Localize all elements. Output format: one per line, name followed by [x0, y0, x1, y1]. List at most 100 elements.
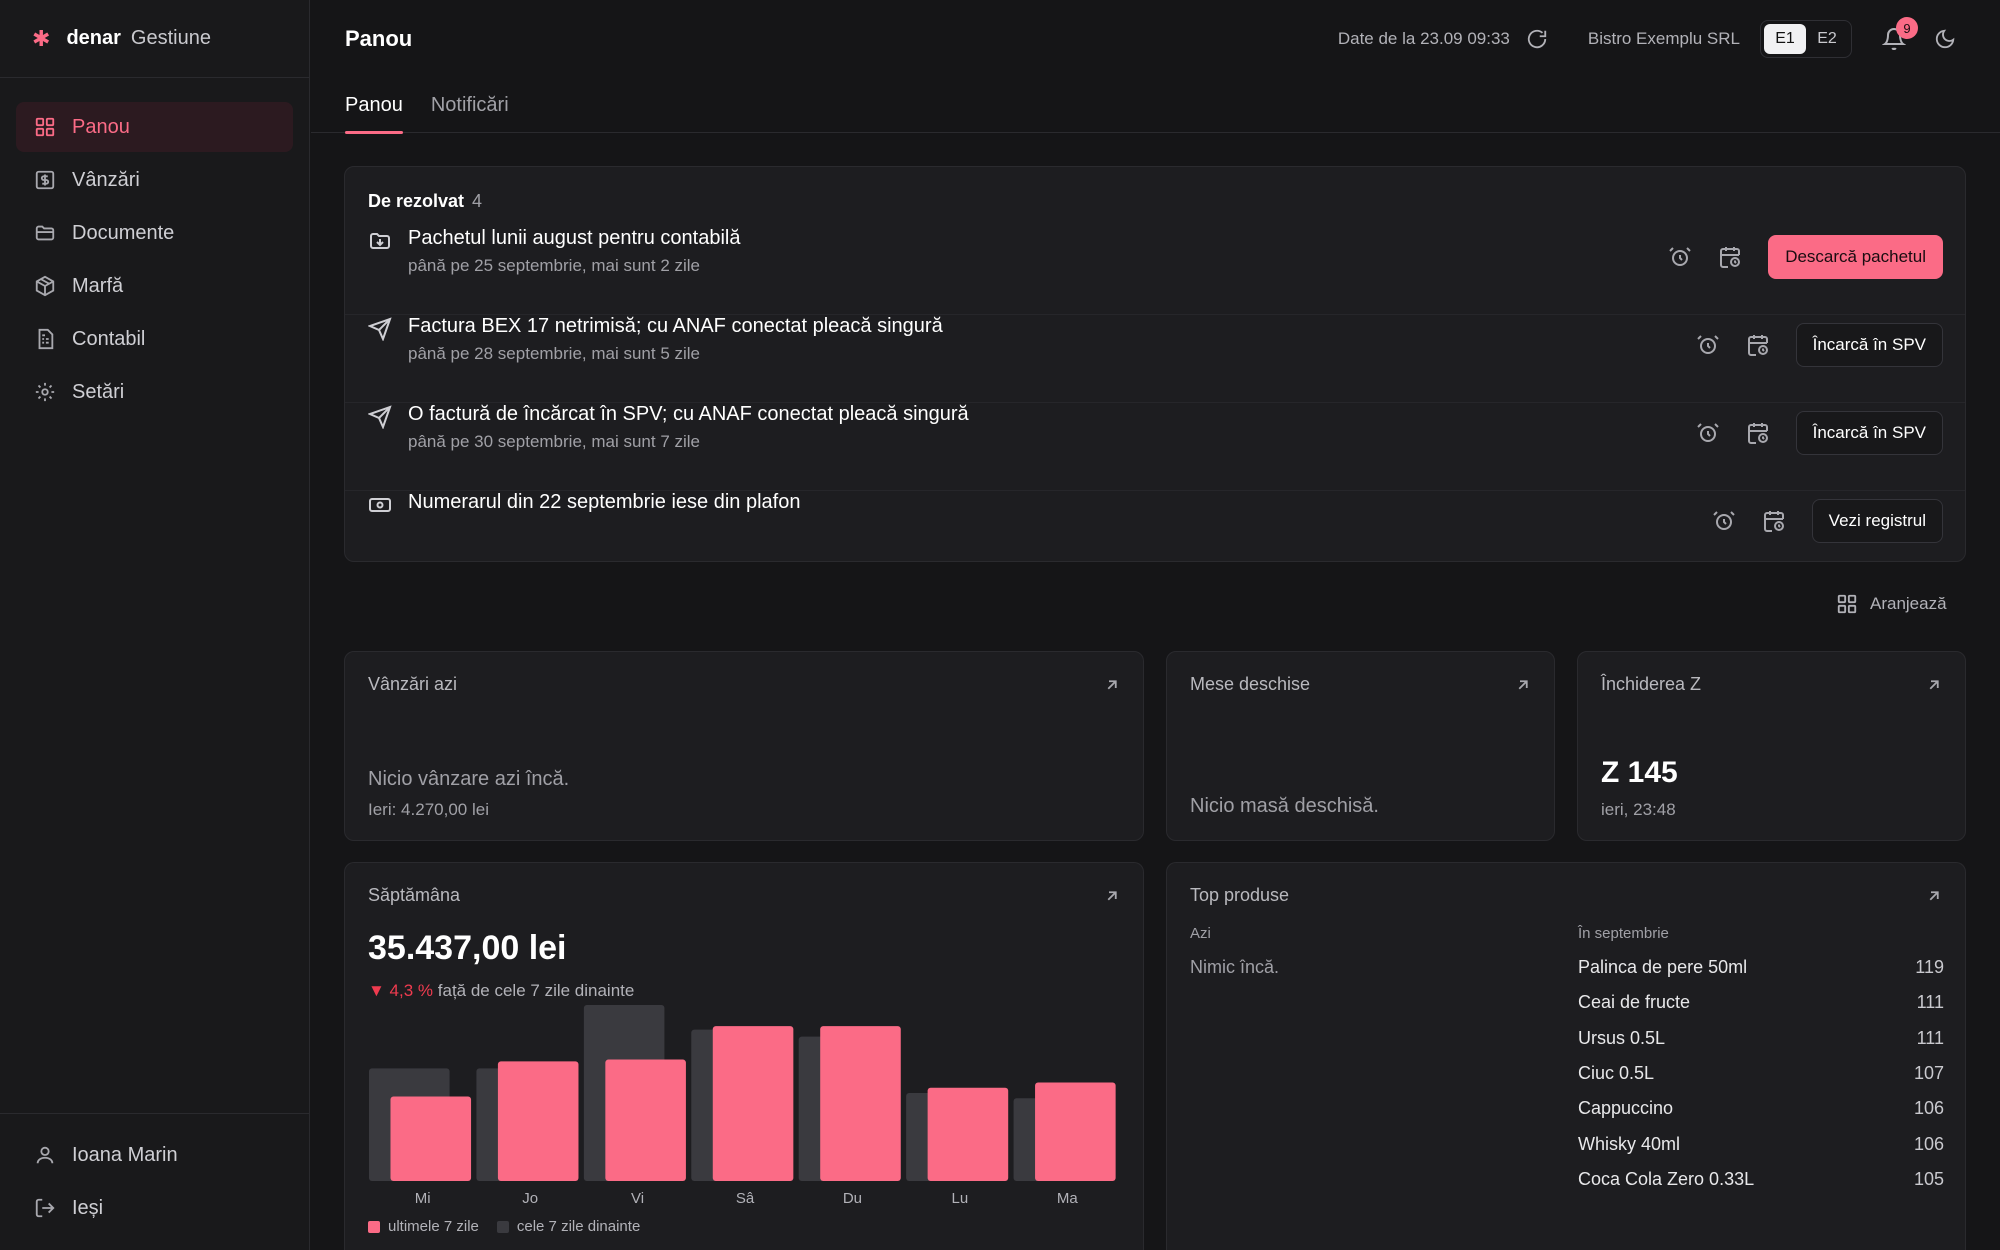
todo-card: De rezolvat 4 Pachetul lunii august pentr… — [344, 166, 1966, 562]
card-title: Închiderea Z — [1601, 674, 1702, 694]
bar-current-1[interactable] — [497, 1061, 579, 1181]
list-item[interactable]: Whisky 40ml 106 — [1578, 1134, 1944, 1169]
upload-spv-button[interactable]: Încarcă în SPV — [1795, 323, 1943, 367]
product-name: Ursus 0.5L — [1578, 1027, 1666, 1048]
legend-swatch-current — [368, 1220, 380, 1233]
card-title: Vânzări azi — [368, 674, 458, 694]
send-icon — [368, 317, 392, 341]
sidebar-item-setari[interactable]: Setări — [16, 367, 293, 417]
download-package-button[interactable]: Descarcă pachetul — [1768, 235, 1943, 279]
tab-panou[interactable]: Panou — [345, 78, 403, 134]
grid-icon — [1836, 593, 1858, 615]
alarm-clock-icon[interactable] — [1668, 245, 1692, 269]
calendar-clock-icon[interactable] — [1746, 333, 1770, 357]
entity-e1-button[interactable]: E1 — [1764, 24, 1806, 54]
bar-current-3[interactable] — [712, 1026, 794, 1181]
bar-current-2[interactable] — [605, 1059, 686, 1181]
sidebar-nav: Panou Vânzări Documente Marfă Contabil — [0, 78, 309, 417]
product-name: Coca Cola Zero 0.33L — [1578, 1168, 1755, 1189]
today-empty: Nimic încă. — [1190, 957, 1280, 977]
arrow-up-right-icon[interactable] — [1925, 887, 1943, 905]
list-item[interactable]: Palinca de pere 50ml 119 — [1578, 957, 1944, 992]
todo-header: De rezolvat 4 — [345, 167, 1965, 212]
empty-state-text: Nicio masă deschisă. — [1190, 795, 1379, 817]
arrow-up-right-icon[interactable] — [1103, 676, 1121, 694]
task-actions: Vezi registrul — [1712, 499, 1943, 543]
brand-name: denar — [66, 27, 121, 49]
sidebar-item-label: Documente — [72, 221, 175, 244]
list-item[interactable]: Ciuc 0.5L 107 — [1578, 1063, 1944, 1098]
sidebar-item-panou[interactable]: Panou — [16, 102, 293, 152]
alarm-clock-icon[interactable] — [1696, 333, 1720, 357]
ledger-icon — [34, 328, 56, 350]
z-close-card: Închiderea Z Z 145 ieri, 23:48 — [1577, 651, 1966, 841]
bar-current-0[interactable] — [390, 1096, 472, 1181]
moon-icon[interactable] — [1934, 28, 1956, 50]
logout-button[interactable]: Ieși — [16, 1183, 293, 1233]
calendar-clock-icon[interactable] — [1746, 421, 1770, 445]
alarm-clock-icon[interactable] — [1712, 509, 1736, 533]
bell-icon — [1882, 28, 1906, 51]
logout-icon — [34, 1197, 56, 1219]
send-icon — [368, 405, 392, 429]
x-tick-label: Lu — [952, 1190, 969, 1207]
product-name: Ciuc 0.5L — [1578, 1062, 1655, 1083]
x-tick-label: Ma — [1057, 1190, 1078, 1207]
data-timestamp: Date de la 23.09 09:33 — [1337, 29, 1510, 48]
user-profile[interactable]: Ioana Marin — [16, 1130, 293, 1180]
task-title: Pachetul lunii august pentru contabilă — [408, 227, 741, 249]
z-number: Z 145 — [1601, 756, 1678, 789]
calendar-clock-icon[interactable] — [1718, 245, 1742, 269]
task-row: Numerarul din 22 septembrie iese din pla… — [345, 491, 1965, 561]
task-actions: Încarcă în SPV — [1696, 411, 1943, 455]
list-item[interactable]: Coca Cola Zero 0.33L 105 — [1578, 1169, 1944, 1204]
bar-current-5[interactable] — [927, 1087, 1009, 1181]
sales-today-card: Vânzări azi Nicio vânzare azi încă. Ieri… — [344, 651, 1144, 841]
x-tick-label: Mi — [415, 1190, 431, 1207]
sidebar-item-documente[interactable]: Documente — [16, 208, 293, 258]
dashboard-icon — [34, 116, 56, 138]
sidebar-item-vanzari[interactable]: Vânzări — [16, 155, 293, 205]
z-time: ieri, 23:48 — [1601, 800, 1676, 819]
arrow-up-right-icon[interactable] — [1925, 676, 1943, 694]
todo-count: 4 — [472, 191, 483, 211]
list-item[interactable]: Ceai de fructe 111 — [1578, 992, 1944, 1027]
week-total: 35.437,00 lei — [368, 929, 567, 967]
sidebar-item-contabil[interactable]: Contabil — [16, 314, 293, 364]
upload-spv-button[interactable]: Încarcă în SPV — [1795, 411, 1943, 455]
view-register-button[interactable]: Vezi registrul — [1811, 499, 1943, 543]
product-qty: 119 — [1915, 957, 1944, 977]
notifications-button[interactable]: 9 — [1882, 17, 1918, 51]
arrow-up-right-icon[interactable] — [1103, 887, 1121, 905]
list-item[interactable]: Ursus 0.5L 111 — [1578, 1028, 1944, 1063]
calendar-clock-icon[interactable] — [1762, 509, 1786, 533]
alarm-clock-icon[interactable] — [1696, 421, 1720, 445]
sidebar-item-label: Marfă — [72, 274, 124, 297]
arrow-up-right-icon[interactable] — [1514, 676, 1532, 694]
bar-current-6[interactable] — [1035, 1082, 1116, 1181]
refresh-icon[interactable] — [1526, 28, 1548, 50]
chart-legend: ultimele 7 zile cele 7 zile dinainte — [368, 1218, 640, 1235]
week-change-row: ▼ 4,3 % față de cele 7 zile dinainte — [368, 981, 634, 1001]
entity-e2-button[interactable]: E2 — [1817, 30, 1837, 47]
product-qty: 111 — [1916, 1027, 1944, 1048]
arrange-button[interactable]: Aranjează — [1836, 593, 1947, 615]
notification-badge: 9 — [1896, 17, 1918, 39]
brand[interactable]: ✱ denar Gestiune — [0, 0, 309, 78]
company-name[interactable]: Bistro Exemplu SRL — [1587, 29, 1740, 48]
sidebar-item-label: Setări — [72, 380, 125, 403]
tab-bar: Panou Notificări — [311, 78, 2000, 134]
legend-swatch-previous — [496, 1220, 509, 1233]
tab-notificari[interactable]: Notificări — [430, 94, 509, 116]
x-tick-label: Vi — [631, 1190, 644, 1207]
task-title: O factură de încărcat în SPV; cu ANAF co… — [408, 403, 969, 425]
task-actions: Descarcă pachetul — [1668, 235, 1943, 279]
list-item[interactable]: Cappuccino 106 — [1578, 1098, 1944, 1133]
task-row: Factura BEX 17 netrimisă; cu ANAF conect… — [345, 315, 1965, 403]
bar-current-4[interactable] — [820, 1026, 901, 1181]
brand-module: Gestiune — [130, 27, 211, 49]
sidebar-item-marfa[interactable]: Marfă — [16, 261, 293, 311]
product-qty: 107 — [1913, 1062, 1944, 1083]
yesterday-sales: Ieri: 4.270,00 lei — [368, 800, 489, 819]
product-name: Whisky 40ml — [1578, 1133, 1681, 1154]
